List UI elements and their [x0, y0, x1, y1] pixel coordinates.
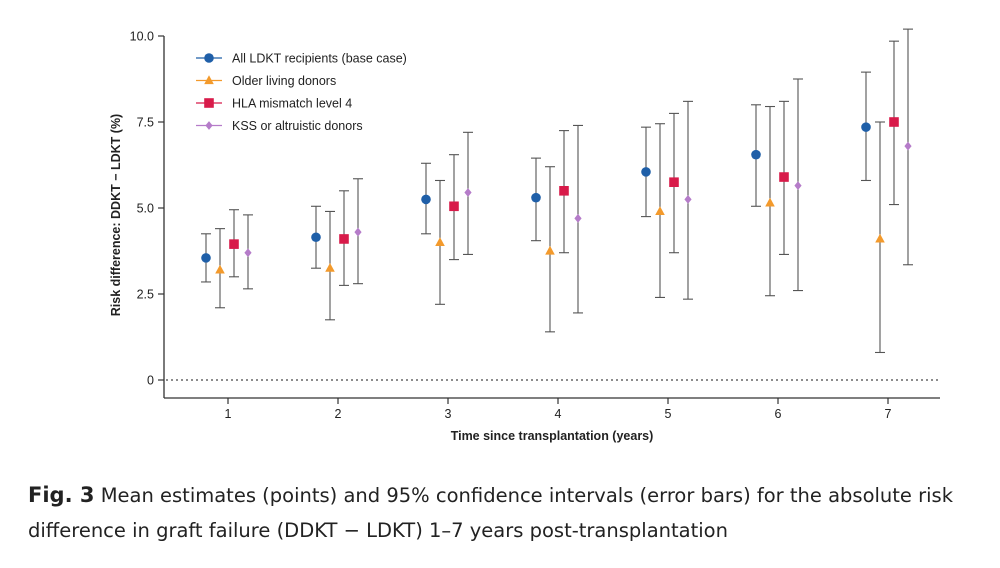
- chart: 0 2.5 5.0 7.5 10.0 1 2 3 4 5 6 7 All LDKT recipien…: [109, 28, 940, 443]
- data-point: [229, 239, 239, 249]
- legend-item: HLA mismatch level 4: [196, 97, 352, 111]
- data-point: [861, 122, 871, 132]
- y-tick-label: 0: [147, 374, 154, 388]
- x-tick-label: 7: [885, 407, 892, 421]
- data-point: [311, 232, 321, 243]
- data-point: [669, 177, 679, 187]
- x-axis-label: Time since transplantation (years): [451, 429, 654, 443]
- data-point: [655, 206, 665, 216]
- data-point: [545, 245, 555, 255]
- data-point: [201, 253, 211, 263]
- data-point: [684, 195, 692, 204]
- legend-label: Older living donors: [232, 74, 336, 88]
- x-tick-label: 4: [555, 407, 562, 421]
- data-point: [875, 233, 885, 243]
- data-point: [449, 201, 459, 212]
- series-4: [243, 28, 913, 314]
- data-point: [794, 181, 802, 191]
- y-tick-label: 10.0: [130, 30, 154, 44]
- y-axis-label: Risk difference: DDKT − LDKT (%): [109, 114, 123, 316]
- data-point: [889, 117, 899, 127]
- x-tick-label: 2: [335, 407, 342, 421]
- data-point: [339, 234, 349, 244]
- data-point: [559, 186, 569, 196]
- y-tick-label: 5.0: [137, 202, 154, 216]
- data-point: [779, 172, 789, 182]
- data-point: [904, 141, 912, 151]
- legend-label: All LDKT recipients (base case): [232, 52, 407, 66]
- x-tick-label: 3: [445, 407, 452, 421]
- data-point: [531, 192, 541, 203]
- x-tick-label: 5: [665, 407, 672, 421]
- legend-marker: [205, 121, 213, 130]
- data-point: [765, 197, 775, 207]
- data-point: [641, 167, 651, 177]
- x-tick-label: 6: [775, 407, 782, 421]
- legend-marker: [204, 75, 214, 85]
- y-tick-label: 2.5: [137, 288, 154, 302]
- x-tick-label: 1: [225, 407, 232, 421]
- legend-marker: [204, 53, 214, 63]
- figure-caption-label: Fig. 3: [28, 483, 95, 507]
- data-point: [435, 237, 445, 246]
- legend-item: KSS or altruistic donors: [196, 119, 363, 133]
- legend-marker: [204, 98, 214, 108]
- data-point: [464, 188, 472, 197]
- data-point: [244, 248, 252, 258]
- data-point: [325, 263, 335, 272]
- series-2: [215, 105, 885, 354]
- legend-item: All LDKT recipients (base case): [196, 52, 407, 66]
- data-point: [574, 213, 582, 223]
- data-point: [751, 149, 761, 160]
- legend-label: HLA mismatch level 4: [232, 97, 352, 111]
- series-1: [201, 71, 871, 283]
- figure-caption-text: Mean estimates (points) and 95% confiden…: [28, 484, 954, 542]
- figure-caption: Fig. 3 Mean estimates (points) and 95% c…: [28, 478, 983, 548]
- legend-label: KSS or altruistic donors: [232, 119, 363, 133]
- data-point: [215, 264, 225, 274]
- legend: All LDKT recipients (base case) Older liv…: [196, 52, 407, 133]
- data-point: [421, 194, 431, 205]
- legend-item: Older living donors: [196, 74, 336, 88]
- series-3: [229, 40, 899, 286]
- data-point: [354, 227, 362, 237]
- y-tick-label: 7.5: [137, 116, 154, 130]
